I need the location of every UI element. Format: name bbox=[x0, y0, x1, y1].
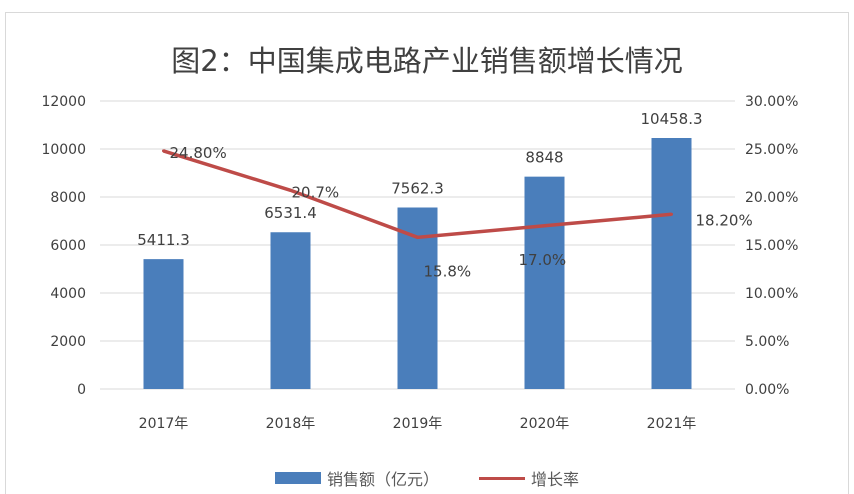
y-left-tick-label: 2000 bbox=[50, 334, 86, 350]
line-point bbox=[162, 149, 165, 153]
legend-item-growth[interactable]: 增长率 bbox=[479, 466, 579, 490]
x-tick-label: 2019年 bbox=[393, 416, 443, 432]
y-right-tick-label: 0.00% bbox=[745, 382, 789, 398]
line-data-label: 20.7% bbox=[292, 183, 340, 201]
legend-label: 销售额（亿元） bbox=[326, 470, 439, 489]
line-point bbox=[670, 212, 673, 216]
bar bbox=[651, 138, 692, 389]
y-right-tick-label: 20.00% bbox=[745, 190, 798, 206]
y-right-tick-label: 5.00% bbox=[745, 334, 789, 350]
y-left-tick-label: 10000 bbox=[41, 142, 86, 158]
y-right-tick-label: 30.00% bbox=[745, 94, 798, 110]
y-left-tick-label: 12000 bbox=[41, 94, 86, 110]
line-point bbox=[289, 188, 292, 192]
line-data-label: 17.0% bbox=[519, 251, 567, 269]
y-right-tick-label: 15.00% bbox=[745, 238, 798, 254]
bar-data-label: 5411.3 bbox=[137, 231, 190, 249]
bar bbox=[524, 176, 565, 389]
chart-frame bbox=[5, 12, 849, 494]
bar-data-label: 7562.3 bbox=[391, 180, 444, 198]
x-tick-label: 2018年 bbox=[266, 416, 316, 432]
bar bbox=[143, 259, 184, 389]
legend-item-sales[interactable]: 销售额（亿元） bbox=[274, 466, 439, 490]
bar bbox=[270, 232, 311, 389]
y-left-tick-label: 4000 bbox=[50, 286, 86, 302]
x-tick-label: 2020年 bbox=[520, 416, 570, 432]
line-point bbox=[543, 224, 546, 228]
line-data-label: 24.80% bbox=[170, 144, 227, 162]
line-data-label: 18.20% bbox=[696, 211, 753, 229]
y-left-tick-label: 0 bbox=[77, 382, 86, 398]
y-left-tick-label: 8000 bbox=[50, 190, 86, 206]
y-left-tick-label: 6000 bbox=[50, 238, 86, 254]
y-right-tick-label: 10.00% bbox=[745, 286, 798, 302]
bar-data-label: 6531.4 bbox=[264, 204, 317, 222]
bar-data-label: 8848 bbox=[525, 149, 563, 167]
x-tick-label: 2021年 bbox=[647, 416, 697, 432]
chart-title: 图2：中国集成电路产业销售额增长情况 bbox=[171, 44, 683, 78]
line-point bbox=[416, 235, 419, 239]
line-data-label: 15.8% bbox=[424, 262, 472, 280]
bar-data-label: 10458.3 bbox=[640, 110, 702, 128]
legend-swatch-bar bbox=[274, 472, 321, 484]
x-tick-label: 2017年 bbox=[139, 416, 189, 432]
y-right-tick-label: 25.00% bbox=[745, 142, 798, 158]
legend-swatch-line bbox=[479, 476, 525, 480]
legend-label: 增长率 bbox=[531, 470, 580, 489]
legend: 销售额（亿元） 增长率 bbox=[0, 466, 854, 490]
